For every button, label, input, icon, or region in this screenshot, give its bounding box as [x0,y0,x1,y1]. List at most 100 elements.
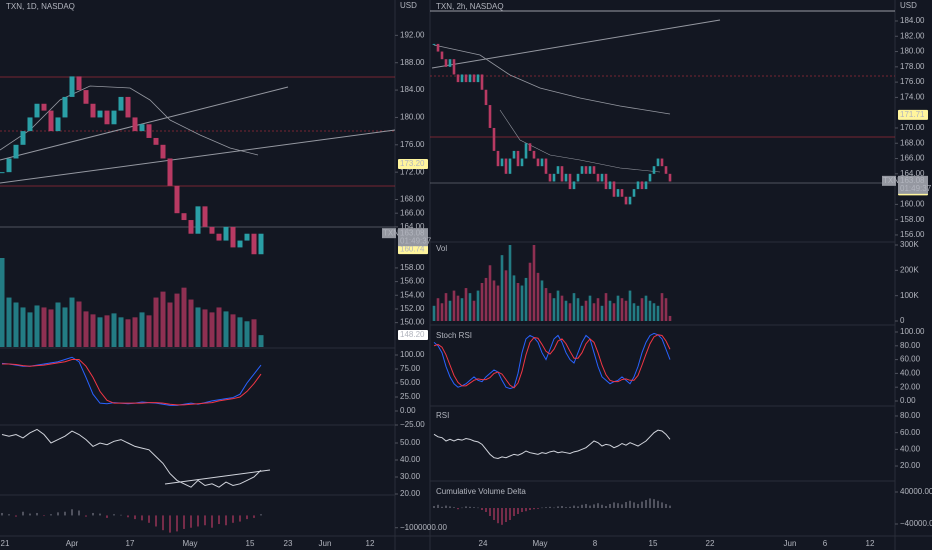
volume-bar [516,283,520,321]
candle [480,74,484,90]
candle [125,96,131,118]
y-tick-label: 168.00 [900,138,925,147]
y-tick-label: 300K [900,240,919,249]
candle [251,233,257,255]
delta-bar [57,512,59,516]
delta-bar [669,505,671,508]
delta-bar [260,514,262,516]
delta-bar [183,515,185,529]
volume-bar [500,255,504,321]
delta-bar [449,506,451,508]
delta-bar [525,508,527,512]
delta-bar [155,515,157,527]
candle [516,150,520,167]
candle [640,181,644,190]
volume-bar [55,302,61,347]
candle [492,127,496,151]
x-tick-label: 12 [366,539,375,548]
delta-bar [493,508,495,520]
candle [0,172,5,174]
candle [548,173,552,182]
candle [468,74,472,83]
volume-bar [652,303,656,321]
volume-bar [0,258,5,347]
candle [460,74,464,83]
candle [584,166,588,174]
y-tick-label: 100.00 [900,327,925,336]
last-symbol: TXN [383,228,399,237]
y-tick-label: 20.00 [400,489,421,498]
candle [452,59,456,75]
volume-bar [62,307,68,347]
delta-bar [565,507,567,508]
price-label-bg [898,109,928,120]
candle [604,173,608,190]
volume-bar [188,299,194,347]
delta-bar [617,503,619,508]
candle [230,226,236,248]
y-tick-label: −25.00 [400,420,425,429]
y-tick-label: 0 [900,316,905,325]
y-tick-label: 150.00 [400,318,425,327]
delta-bar [461,507,463,509]
volume-bar [612,303,616,321]
volume-bar [576,298,580,321]
delta-bar [141,515,143,521]
candle [69,76,75,97]
delta-bar [433,506,435,508]
x-tick-label: 15 [649,539,658,548]
price-label: 173.20 [400,159,425,168]
trend-line [0,129,396,184]
candle [536,158,540,167]
x-tick-label: Jun [784,539,797,548]
candle [500,158,504,167]
y-tick-label: 164.00 [900,169,925,178]
candle [668,173,672,182]
y-tick-label: 180.00 [900,47,925,56]
candle [48,110,54,132]
y-tick-label: 100.00 [400,350,425,359]
y-tick-label: 170.00 [900,123,925,132]
candle [111,110,117,125]
delta-bar [473,507,475,508]
delta-bar [197,515,199,527]
volume-bar [195,307,201,347]
y-tick-label: 75.00 [400,364,421,373]
delta-bar [593,504,595,508]
candle [576,173,580,182]
volume-bar [216,307,222,347]
candle [27,117,33,132]
x-tick-label: 15 [246,539,255,548]
price-label: 171.71 [900,110,925,119]
volume-bar [90,314,96,347]
x-tick-label: 6 [823,539,828,548]
x-tick-label: Apr [66,539,79,548]
delta-bar [629,500,631,508]
candle [648,173,652,182]
y-tick-label: 40.00 [400,455,421,464]
candle [440,51,444,60]
volume-bar [636,305,640,321]
candle [216,233,222,241]
volume-bar [664,298,668,321]
candle [628,196,632,205]
delta-bar [481,508,483,510]
delta-bar [8,514,10,516]
candle [146,124,152,138]
volume-bar [76,301,82,347]
delta-bar [92,512,94,516]
y-tick-label: −40000.00 [900,519,932,528]
y-tick-label: 184.00 [900,16,925,25]
candle [520,158,524,167]
volume-bar [568,303,572,321]
candle [472,74,476,83]
delta-bar [489,508,491,516]
last-symbol-bg [882,175,896,186]
y-tick-label: 100K [900,291,919,300]
delta-bar [485,508,487,512]
delta-bar [22,511,24,516]
volume-bar [540,280,544,321]
volume-bar [223,311,229,347]
countdown: 01:49:37 [900,184,932,193]
delta-bar [253,515,255,518]
